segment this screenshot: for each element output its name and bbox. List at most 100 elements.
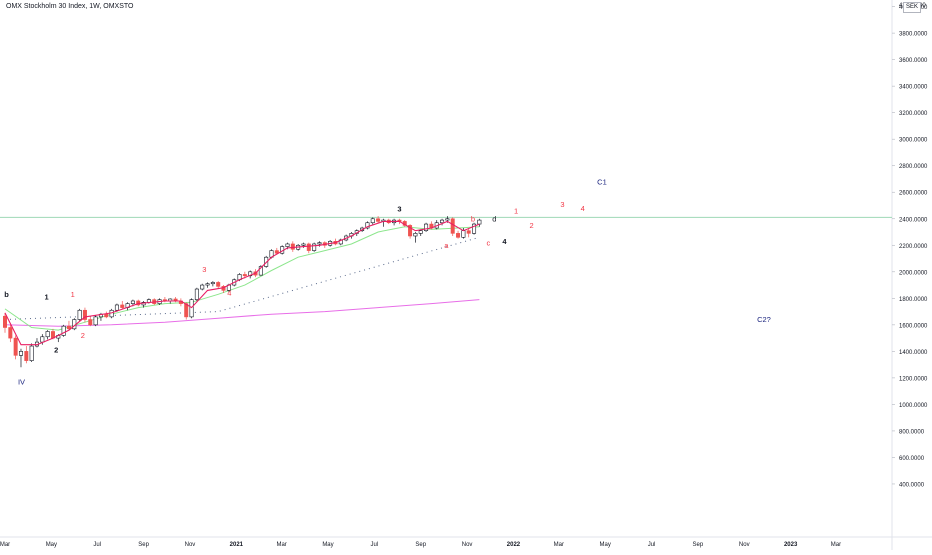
candle-body bbox=[77, 309, 82, 320]
y-tick-label: 1000.0000 bbox=[899, 403, 928, 409]
wave-label: C1 bbox=[597, 177, 607, 186]
wave-label: 2 bbox=[81, 331, 85, 340]
candle-body bbox=[82, 309, 87, 320]
candle-body bbox=[18, 351, 23, 356]
y-tick-label: 3200.0000 bbox=[899, 111, 928, 117]
candle-body bbox=[466, 230, 471, 234]
x-tick-label: Mar bbox=[276, 542, 286, 548]
candle-body bbox=[13, 337, 18, 356]
candle-body bbox=[184, 303, 189, 318]
wave-label: 3 bbox=[397, 204, 401, 213]
candle-body bbox=[45, 331, 50, 338]
candle-body bbox=[301, 243, 306, 246]
y-tick-label: 00 bbox=[919, 3, 926, 9]
candle-body bbox=[274, 250, 279, 254]
candle-body bbox=[477, 219, 482, 225]
candle-body bbox=[445, 218, 450, 221]
candle-body bbox=[440, 219, 445, 224]
candle-body bbox=[424, 223, 429, 231]
wave-label: 4 bbox=[581, 204, 585, 213]
candle-body bbox=[114, 304, 119, 311]
y-tick-label: 3600.0000 bbox=[899, 58, 928, 64]
wave-label: b bbox=[4, 290, 9, 299]
y-tick-label: 1200.0000 bbox=[899, 376, 928, 382]
candle-body bbox=[24, 351, 29, 361]
y-tick-label: 400.0000 bbox=[899, 482, 925, 488]
candle-body bbox=[61, 325, 66, 336]
wave-label: 1 bbox=[514, 206, 518, 215]
y-tick-label: 1600.0000 bbox=[899, 323, 928, 329]
y-tick-label: 2800.0000 bbox=[899, 164, 928, 170]
candle-body bbox=[29, 345, 34, 361]
currency-badge[interactable]: SEK bbox=[903, 2, 922, 13]
wave-label: IV bbox=[18, 378, 25, 387]
candle-body bbox=[365, 222, 370, 229]
y-tick-label: 3400.0000 bbox=[899, 85, 928, 91]
wave-label: a bbox=[444, 241, 449, 250]
x-tick-label: May bbox=[322, 542, 333, 548]
candle-body bbox=[317, 242, 322, 245]
x-tick-label: Nov bbox=[462, 542, 473, 548]
candle-body bbox=[88, 319, 93, 326]
candle-body bbox=[312, 243, 317, 251]
y-tick-label: 1800.0000 bbox=[899, 297, 928, 303]
candle-body bbox=[66, 325, 71, 330]
wave-label: d bbox=[492, 214, 496, 223]
candle-body bbox=[8, 327, 13, 339]
wave-label: b bbox=[471, 214, 475, 223]
candle-body bbox=[450, 218, 455, 234]
x-tick-label: Sep bbox=[138, 542, 149, 548]
x-tick-label: May bbox=[46, 542, 57, 548]
chart-title: OMX Stockholm 30 Index, 1W, OMXSTO bbox=[6, 3, 134, 10]
candle-body bbox=[210, 282, 215, 285]
candle-body bbox=[408, 225, 413, 237]
candle-body bbox=[104, 313, 109, 318]
y-tick-label: 42 bbox=[899, 3, 906, 9]
x-tick-label: Mar bbox=[554, 542, 564, 548]
x-tick-label: 2023 bbox=[784, 542, 798, 548]
x-tick-label: 2021 bbox=[230, 542, 244, 548]
x-tick-label: Mar bbox=[0, 542, 10, 548]
x-tick-label: Sep bbox=[415, 542, 426, 548]
x-tick-label: Sep bbox=[693, 542, 704, 548]
y-tick-label: 1400.0000 bbox=[899, 350, 928, 356]
candle-body bbox=[40, 336, 45, 343]
ema-long-line bbox=[4, 299, 480, 327]
candle-body bbox=[306, 243, 311, 251]
candle-body bbox=[461, 230, 466, 238]
wave-label: 1 bbox=[44, 293, 48, 302]
wave-label: 4 bbox=[502, 237, 507, 246]
candle-body bbox=[242, 274, 247, 277]
wave-label: 1 bbox=[71, 290, 75, 299]
y-tick-label: 3000.0000 bbox=[899, 138, 928, 144]
candle-body bbox=[413, 233, 418, 237]
y-tick-label: 800.0000 bbox=[899, 429, 925, 435]
y-tick-label: 2000.0000 bbox=[899, 270, 928, 276]
x-tick-label: Nov bbox=[185, 542, 196, 548]
wave-label: 4 bbox=[227, 289, 231, 298]
candle-body bbox=[456, 233, 461, 238]
y-tick-label: 3800.0000 bbox=[899, 32, 928, 38]
candle-body bbox=[120, 304, 125, 308]
candle-body bbox=[2, 315, 8, 328]
x-tick-label: Jul bbox=[93, 542, 101, 548]
candle-body bbox=[194, 288, 199, 300]
y-tick-label: 600.0000 bbox=[899, 456, 925, 462]
candle-body bbox=[418, 230, 423, 234]
candle-body bbox=[189, 299, 194, 318]
y-tick-label: 2200.0000 bbox=[899, 244, 928, 250]
y-tick-label: 2600.0000 bbox=[899, 191, 928, 197]
x-tick-label: Jul bbox=[648, 542, 656, 548]
x-tick-label: Mar bbox=[831, 542, 841, 548]
candle-body bbox=[370, 218, 375, 224]
wave-label: 3 bbox=[202, 265, 206, 274]
candle-body bbox=[205, 283, 210, 286]
candle-body bbox=[93, 316, 98, 326]
candle-body bbox=[130, 300, 135, 304]
candle-body bbox=[216, 282, 221, 287]
candle-body bbox=[258, 266, 263, 276]
candle-body bbox=[285, 243, 290, 247]
x-tick-label: May bbox=[599, 542, 610, 548]
